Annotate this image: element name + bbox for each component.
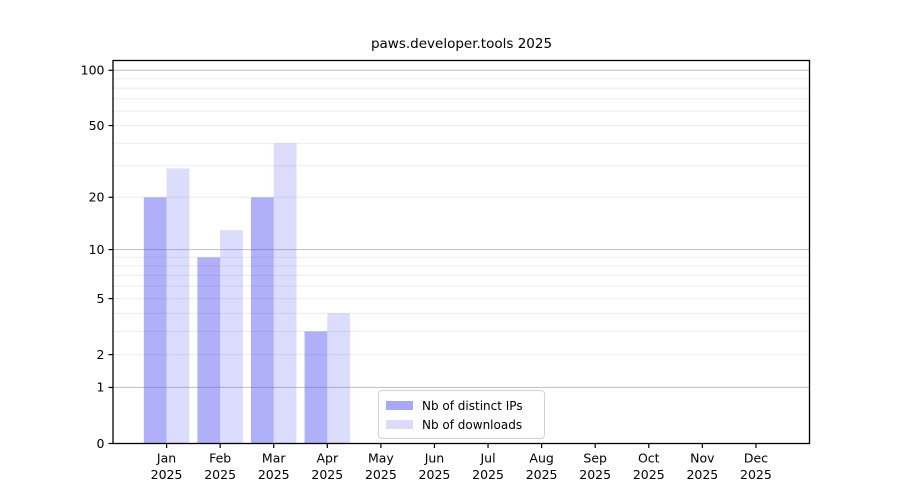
y-tick-label-2: 2	[97, 347, 105, 362]
x-tick-label-year-mar: 2025	[258, 467, 290, 482]
x-tick-label-year-feb: 2025	[204, 467, 236, 482]
x-tick-label-year-jan: 2025	[151, 467, 183, 482]
x-tick-label-year-aug: 2025	[526, 467, 558, 482]
bar-downloads-feb	[220, 230, 243, 444]
y-tick-label-0: 0	[97, 436, 105, 451]
y-tick-label-100: 100	[81, 63, 105, 78]
bar-downloads-mar	[273, 143, 297, 444]
bar-ips-apr	[304, 331, 328, 444]
legend-item-distinct-ips: Nb of distinct IPs	[386, 397, 535, 414]
legend-swatch-downloads	[386, 420, 413, 429]
y-tick-label-5: 5	[97, 291, 105, 306]
x-tick-label-year-may: 2025	[365, 467, 397, 482]
bar-downloads-jan	[166, 168, 190, 444]
x-tick-label-year-nov: 2025	[686, 467, 718, 482]
y-tick-label-50: 50	[89, 118, 105, 133]
x-tick-label-month-jun: Jun	[424, 451, 445, 466]
x-tick-label-month-nov: Nov	[690, 451, 715, 466]
x-tick-label-year-jun: 2025	[419, 467, 451, 482]
x-tick-label-year-jul: 2025	[472, 467, 504, 482]
bar-downloads-apr	[327, 313, 351, 444]
x-tick-label-month-mar: Mar	[262, 451, 286, 466]
legend-item-downloads: Nb of downloads	[386, 416, 535, 433]
x-tick-label-year-apr: 2025	[311, 467, 343, 482]
legend-swatch-distinct-ips	[386, 401, 413, 410]
legend-label-distinct-ips: Nb of distinct IPs	[422, 398, 523, 413]
x-tick-label-month-may: May	[368, 451, 394, 466]
bar-ips-jan	[143, 197, 167, 444]
bar-ips-mar	[250, 197, 274, 444]
x-tick-label-month-jan: Jan	[156, 451, 176, 466]
x-tick-label-year-dec: 2025	[740, 467, 772, 482]
x-tick-label-month-aug: Aug	[529, 451, 553, 466]
x-tick-label-month-oct: Oct	[638, 451, 660, 466]
plot-background	[113, 60, 810, 444]
x-tick-label-month-sep: Sep	[583, 451, 607, 466]
x-tick-label-year-oct: 2025	[633, 467, 665, 482]
axes-frame	[112, 59, 811, 445]
y-tick-label-1: 1	[97, 380, 105, 395]
x-tick-label-month-dec: Dec	[744, 451, 768, 466]
y-tick-label-20: 20	[89, 190, 105, 205]
chart-title: paws.developer.tools 2025	[370, 36, 553, 52]
x-tick-label-month-apr: Apr	[316, 451, 338, 466]
legend: Nb of distinct IPs Nb of downloads	[378, 390, 545, 439]
x-tick-label-year-sep: 2025	[579, 467, 611, 482]
x-tick-label-month-jul: Jul	[479, 451, 495, 466]
y-tick-label-10: 10	[89, 242, 105, 257]
bar-ips-feb	[197, 257, 221, 444]
x-tick-label-month-feb: Feb	[209, 451, 231, 466]
legend-label-downloads: Nb of downloads	[422, 417, 523, 432]
